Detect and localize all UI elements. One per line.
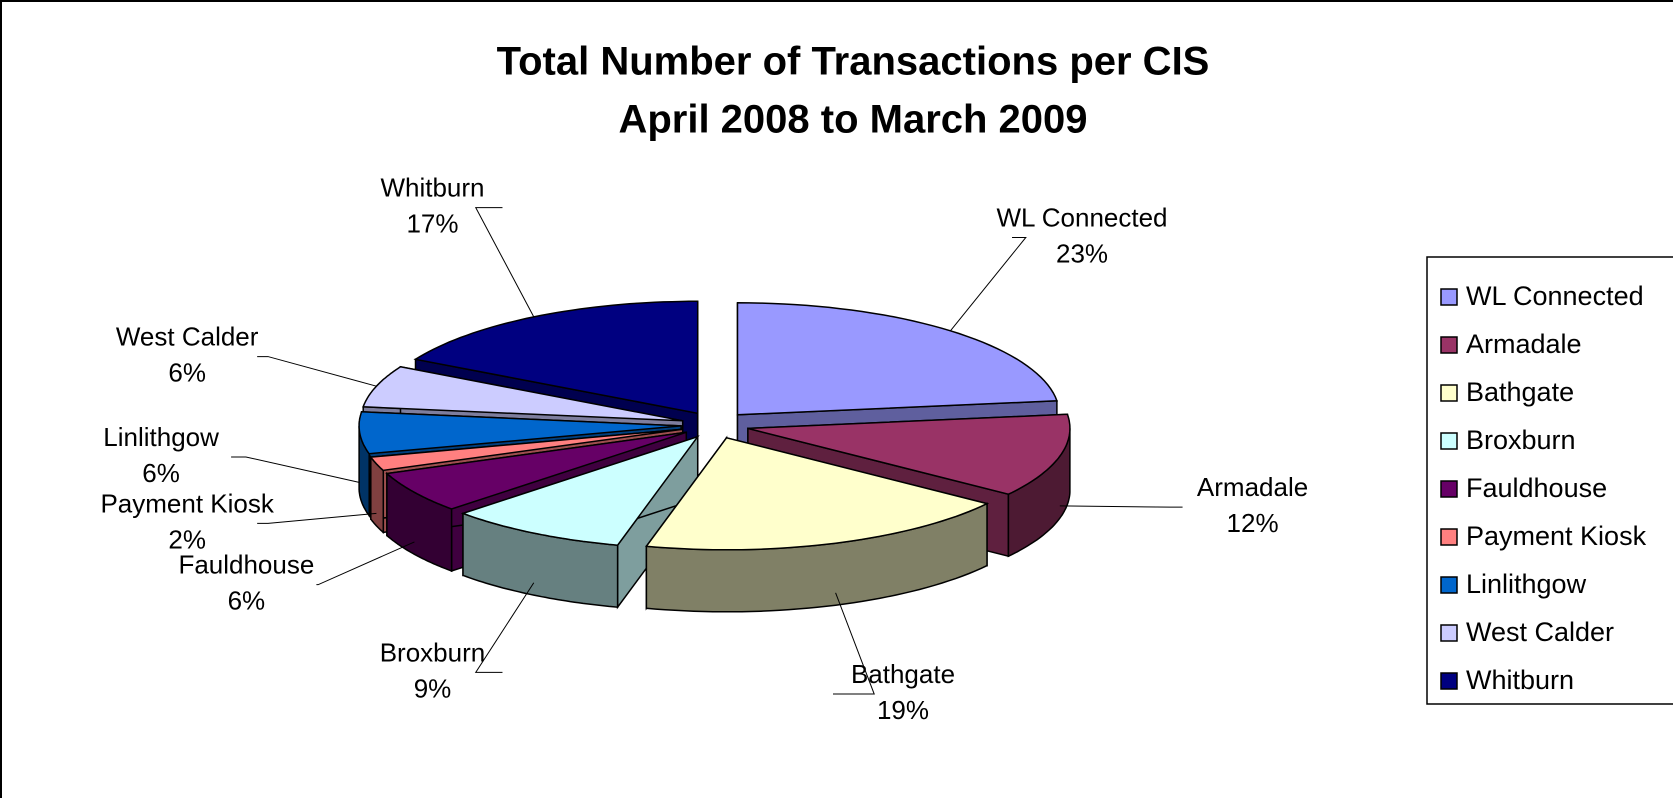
legend-swatch (1440, 576, 1458, 594)
legend-label: Broxburn (1466, 425, 1576, 455)
leader-line (950, 236, 1027, 332)
leader-line (257, 512, 377, 524)
data-label-name: Broxburn (380, 637, 486, 667)
data-label-name: WL Connected (997, 202, 1168, 232)
slice-top (413, 300, 699, 415)
data-label-name: Fauldhouse (178, 550, 314, 580)
legend-swatch (1440, 672, 1458, 690)
data-label-name: Armadale (1197, 472, 1308, 502)
chart-title: Total Number of Transactions per CIS (497, 40, 1210, 84)
legend-swatch (1440, 480, 1458, 498)
leader-line (231, 456, 360, 483)
legend-label: Whitburn (1466, 665, 1574, 695)
legend-label: Linlithgow (1466, 569, 1587, 599)
legend-box (1426, 256, 1673, 705)
leader-line (474, 582, 535, 673)
legend-label: Payment Kiosk (1466, 521, 1647, 551)
slice (645, 435, 990, 613)
legend-swatch (1440, 336, 1458, 354)
data-label-value: 19% (877, 695, 929, 725)
legend-label: Fauldhouse (1466, 473, 1607, 503)
legend-label: West Calder (1466, 617, 1614, 647)
data-label-value: 17% (406, 208, 458, 238)
data-label-name: West Calder (116, 321, 259, 351)
legend-swatch (1440, 384, 1458, 402)
leader-line (832, 592, 875, 695)
legend-label: WL Connected (1466, 281, 1644, 311)
data-label-value: 9% (414, 673, 452, 703)
legend-swatch (1440, 288, 1458, 306)
legend-swatch (1440, 432, 1458, 450)
slice-top (358, 411, 682, 455)
data-label-name: Whitburn (380, 172, 484, 202)
slice-top (747, 413, 1071, 495)
leader-line (474, 207, 535, 318)
slice-top (736, 302, 1058, 416)
slice-top (645, 436, 990, 551)
leader-line (316, 541, 415, 586)
chart-subtitle: April 2008 to March 2009 (618, 98, 1087, 142)
data-label-value: 12% (1227, 508, 1279, 538)
data-label-value: 6% (228, 586, 266, 616)
leader-line (257, 356, 377, 387)
data-label-value: 2% (168, 524, 206, 554)
data-label-value: 23% (1056, 238, 1108, 268)
slice-top (460, 435, 700, 546)
data-label-name: Bathgate (851, 659, 955, 689)
slice-top (369, 428, 683, 472)
data-label-value: 6% (142, 458, 180, 488)
data-label-value: 6% (168, 357, 206, 387)
legend-swatch (1440, 528, 1458, 546)
leader-line (1059, 505, 1183, 508)
legend-label: Armadale (1466, 329, 1582, 359)
legend-label: Bathgate (1466, 377, 1574, 407)
slice (460, 434, 700, 610)
data-label-name: Linlithgow (103, 422, 219, 452)
legend-swatch (1440, 624, 1458, 642)
data-label-name: Payment Kiosk (100, 488, 274, 518)
slice-top (385, 431, 687, 510)
